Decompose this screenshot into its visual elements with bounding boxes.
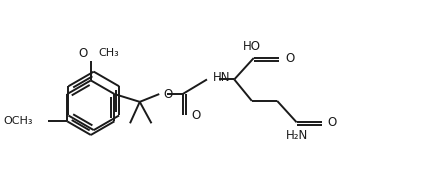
Text: OCH₃: OCH₃ <box>3 116 33 126</box>
Text: O: O <box>285 51 294 65</box>
Text: HN: HN <box>213 71 230 84</box>
Text: O: O <box>191 109 201 122</box>
Text: O: O <box>328 116 337 129</box>
Text: H₂N: H₂N <box>285 129 308 142</box>
Text: CH₃: CH₃ <box>99 48 119 58</box>
Text: O: O <box>78 47 88 60</box>
Text: O: O <box>163 88 173 101</box>
Text: HO: HO <box>243 40 261 53</box>
